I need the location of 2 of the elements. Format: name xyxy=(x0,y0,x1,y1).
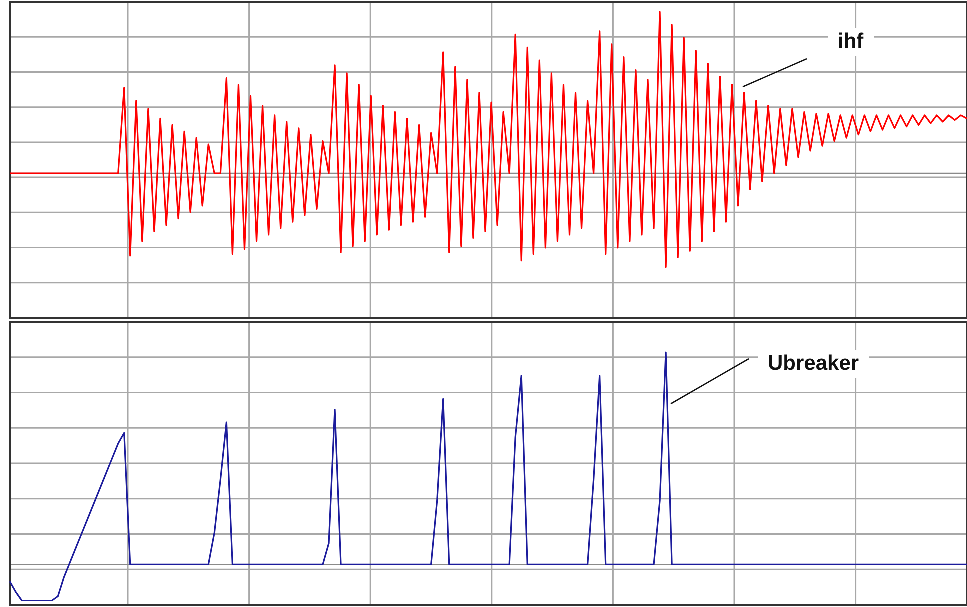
annotation: ihf xyxy=(828,28,874,56)
annotation: Ubreaker xyxy=(758,350,870,378)
